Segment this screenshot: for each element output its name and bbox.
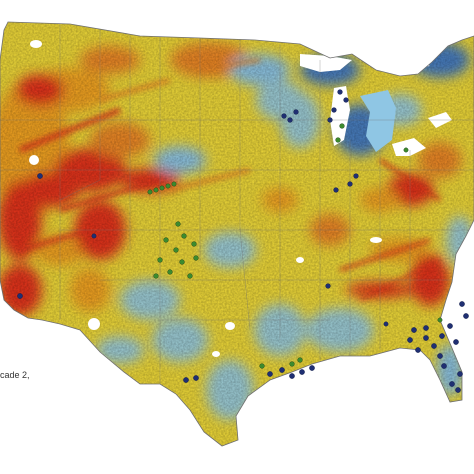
great-lakes (300, 54, 452, 156)
state-boundaries (0, 24, 474, 384)
caption-fragment: cade 2, (0, 370, 30, 380)
no-data-patches (29, 40, 382, 380)
green-points (147, 123, 443, 369)
blue-points (17, 89, 469, 393)
